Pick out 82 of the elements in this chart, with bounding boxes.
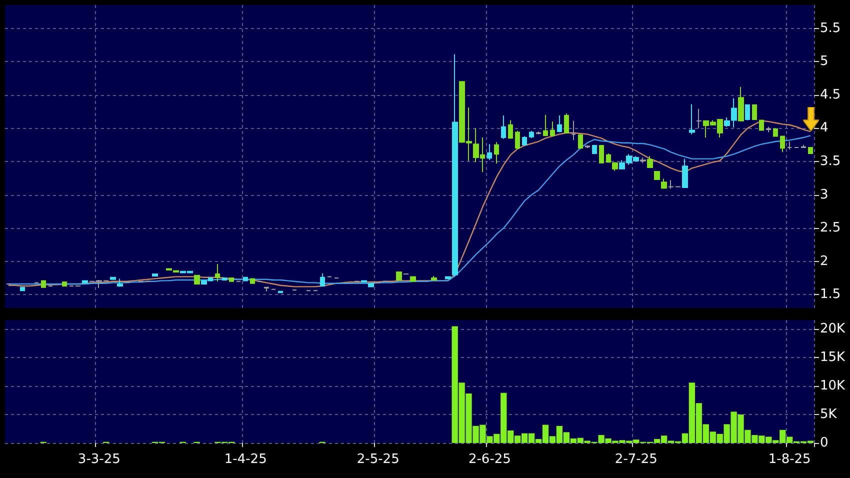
candlestick — [606, 153, 611, 163]
y-tick-label: 4 — [820, 120, 828, 136]
candlestick — [368, 282, 374, 288]
y-tick-label: 15K — [820, 350, 846, 366]
candlestick — [222, 278, 227, 281]
candlestick — [250, 278, 255, 284]
candlestick — [536, 131, 541, 135]
y-tick-label: 5K — [820, 407, 838, 422]
candlestick — [41, 280, 46, 288]
candlestick — [515, 130, 520, 150]
candlestick — [745, 104, 750, 121]
candlestick — [550, 121, 555, 137]
candlestick — [668, 180, 674, 190]
y-tick-label: 3 — [820, 187, 828, 202]
candlestick — [229, 278, 234, 282]
x-tick-label: 2-6-25 — [468, 452, 511, 467]
candlestick — [752, 104, 757, 120]
candlestick — [731, 98, 737, 128]
candlestick — [599, 144, 604, 164]
candlestick — [640, 157, 646, 164]
y-tick-label: 0 — [820, 436, 828, 450]
y-tick-label: 20K — [820, 322, 846, 337]
candlestick — [264, 286, 269, 292]
candlestick — [396, 272, 402, 281]
candlestick — [571, 120, 576, 141]
candlestick — [578, 134, 583, 150]
candlestick — [152, 274, 158, 277]
y-tick-label: 4.5 — [820, 87, 841, 102]
candlestick — [557, 115, 562, 133]
candlestick — [696, 108, 702, 129]
x-tick-label: 1-4-25 — [224, 452, 267, 467]
candlestick — [661, 178, 667, 190]
x-tick-label: 3-3-25 — [78, 452, 120, 467]
candlestick — [194, 274, 200, 285]
y-tick-label: 2.5 — [820, 220, 841, 236]
candlestick — [654, 170, 660, 180]
candlestick — [445, 276, 451, 280]
y-tick-label: 2 — [820, 254, 828, 269]
candlestick — [780, 136, 785, 153]
candlestick — [682, 158, 688, 188]
candlestick — [62, 282, 67, 287]
candlestick — [592, 144, 597, 155]
candlestick — [801, 144, 806, 148]
candlestick — [215, 264, 220, 282]
y-tick-label: 5 — [820, 54, 828, 70]
candlestick — [612, 162, 618, 172]
candlestick — [689, 104, 695, 135]
candlestick — [529, 130, 534, 139]
candlestick — [773, 128, 778, 137]
candlestick — [494, 142, 499, 164]
x-tick-label: 1-8-25 — [768, 452, 811, 467]
candlestick — [738, 86, 744, 122]
candlestick — [508, 120, 513, 140]
candlestick — [278, 290, 283, 294]
candlestick — [647, 156, 653, 168]
candlestick — [522, 136, 527, 146]
candlestick — [243, 276, 248, 282]
candlestick — [808, 147, 813, 154]
candlestick — [766, 126, 771, 133]
candlestick — [452, 54, 458, 277]
x-tick-label: 2-5-25 — [356, 452, 400, 467]
y-tick-label: 5.5 — [820, 20, 841, 36]
candlestick — [724, 117, 730, 128]
candlestick — [759, 120, 764, 131]
candlestick — [117, 278, 123, 288]
y-tick-label: 10K — [820, 378, 846, 394]
candlestick — [82, 280, 88, 284]
candlestick — [361, 280, 367, 283]
y-tick-label: 3.5 — [820, 154, 841, 169]
candlestick — [20, 286, 25, 292]
candlestick — [410, 276, 416, 282]
x-tick-label: 2-7-25 — [614, 452, 658, 467]
candlestick — [487, 144, 492, 161]
candlestick — [320, 272, 325, 287]
candlestick — [787, 141, 792, 150]
candlestick — [564, 113, 569, 134]
y-tick-label: 1.5 — [820, 287, 841, 302]
candlestick — [585, 145, 590, 149]
candlestick — [501, 115, 506, 140]
candlestick — [431, 276, 437, 281]
candlestick — [543, 114, 548, 137]
candlestick — [110, 276, 116, 280]
